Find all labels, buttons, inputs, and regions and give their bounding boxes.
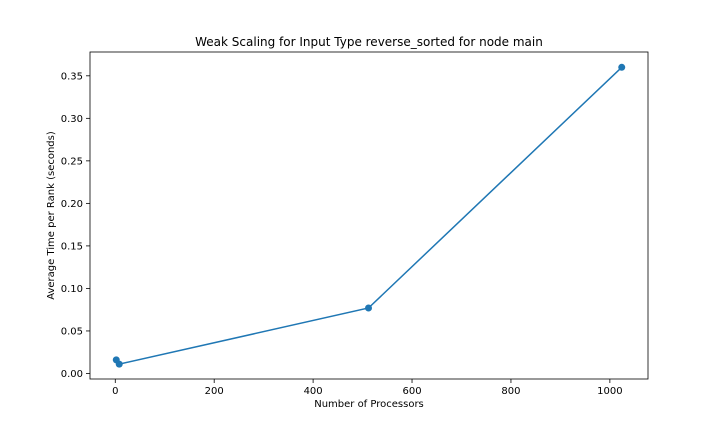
chart-title: Weak Scaling for Input Type reverse_sort… [195,35,543,49]
y-tick-label: 0.25 [61,156,83,167]
data-point [115,360,123,368]
x-tick-label: 0 [112,386,118,397]
y-axis-title: Average Time per Rank (seconds) [46,131,57,300]
series-layer [112,63,626,368]
x-tick-label: 1000 [597,386,622,397]
y-tick-label: 0.10 [61,284,83,295]
y-tick-label: 0.05 [61,326,83,337]
x-axis: 0 200 400 600 800 1000 [112,379,623,397]
y-tick-label: 0.35 [61,71,83,82]
data-point [618,63,626,71]
y-tick-label: 0.15 [61,241,83,252]
x-tick-label: 600 [402,386,421,397]
y-tick-label: 0.30 [61,114,83,125]
y-axis: 0.00 0.05 0.10 0.15 0.20 0.25 0.30 0.35 [61,71,90,380]
x-tick-label: 400 [304,386,323,397]
x-axis-title: Number of Processors [314,399,424,410]
x-tick-label: 800 [501,386,520,397]
x-tick-label: 200 [205,386,224,397]
plot-area-frame [89,51,649,380]
data-point [365,304,373,312]
y-tick-label: 0.20 [61,199,83,210]
series-line [115,66,623,365]
y-tick-label: 0.00 [61,369,83,380]
